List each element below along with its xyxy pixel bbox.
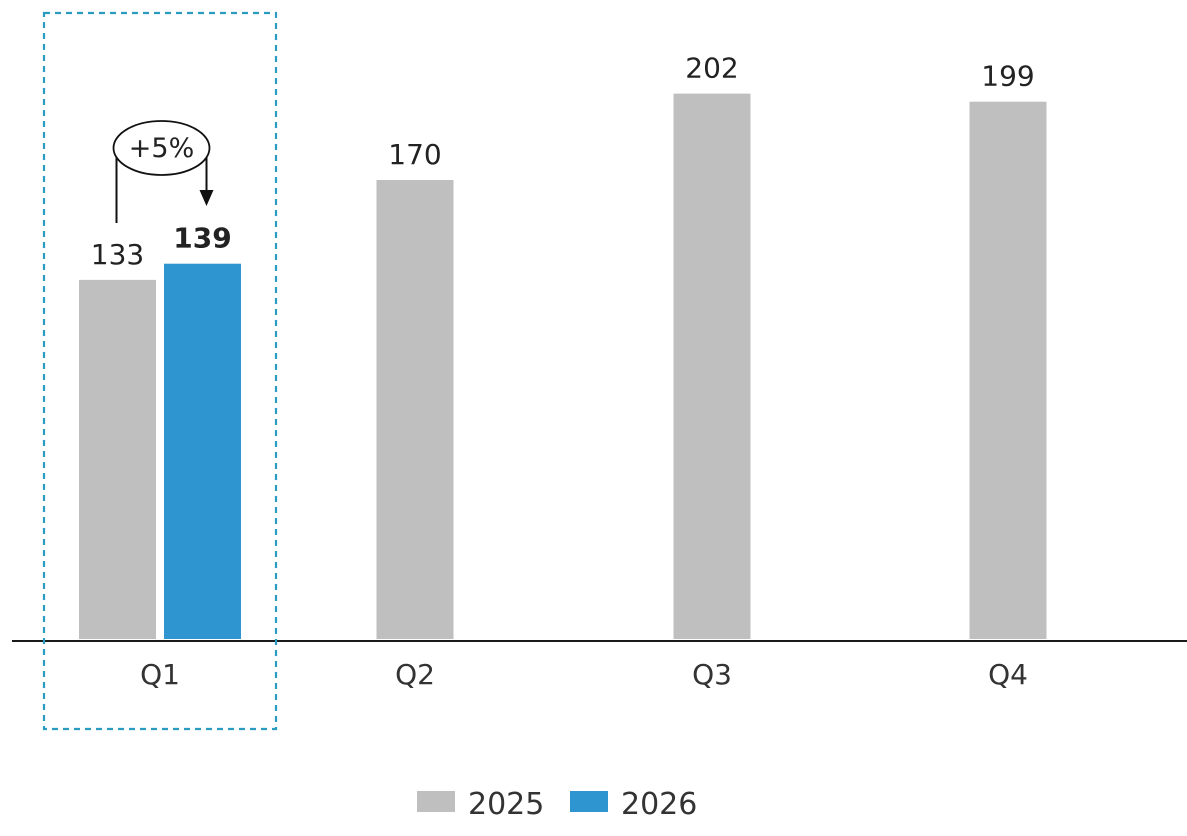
category-label-q4: Q4 xyxy=(988,658,1028,691)
category-label-q3: Q3 xyxy=(692,658,732,691)
legend-swatch-2026 xyxy=(570,791,608,812)
annotation-label: +5% xyxy=(129,133,194,164)
category-label-q1: Q1 xyxy=(140,658,180,691)
bars-layer xyxy=(79,93,1047,640)
value-label-q4-2025: 199 xyxy=(981,60,1034,93)
bar-q4-2025 xyxy=(969,101,1047,639)
bar-q1-2026 xyxy=(164,263,241,639)
category-labels-layer: Q1 Q2 Q3 Q4 xyxy=(140,658,1028,691)
bar-q2-2025 xyxy=(376,180,454,639)
bar-q3-2025 xyxy=(673,93,751,640)
value-label-q2-2025: 170 xyxy=(388,138,441,171)
legend-label-2026: 2026 xyxy=(621,787,697,822)
legend-swatch-2025 xyxy=(417,791,455,812)
value-label-q1-2026: 139 xyxy=(173,222,231,255)
annotation-bubble xyxy=(112,120,211,176)
legend-label-2025: 2025 xyxy=(468,787,544,822)
annotation-arrowhead-icon xyxy=(199,190,214,206)
highlight-box-q1 xyxy=(42,11,278,731)
bar-q1-2025 xyxy=(79,279,156,639)
legend: 2025 2026 xyxy=(417,787,697,822)
value-labels-layer: 133 139 170 202 199 xyxy=(91,52,1035,271)
growth-annotation: +5% xyxy=(112,120,214,223)
highlight-layer xyxy=(42,11,278,731)
category-label-q2: Q2 xyxy=(395,658,435,691)
value-label-q1-2025: 133 xyxy=(91,238,144,271)
value-label-q3-2025: 202 xyxy=(685,52,738,85)
